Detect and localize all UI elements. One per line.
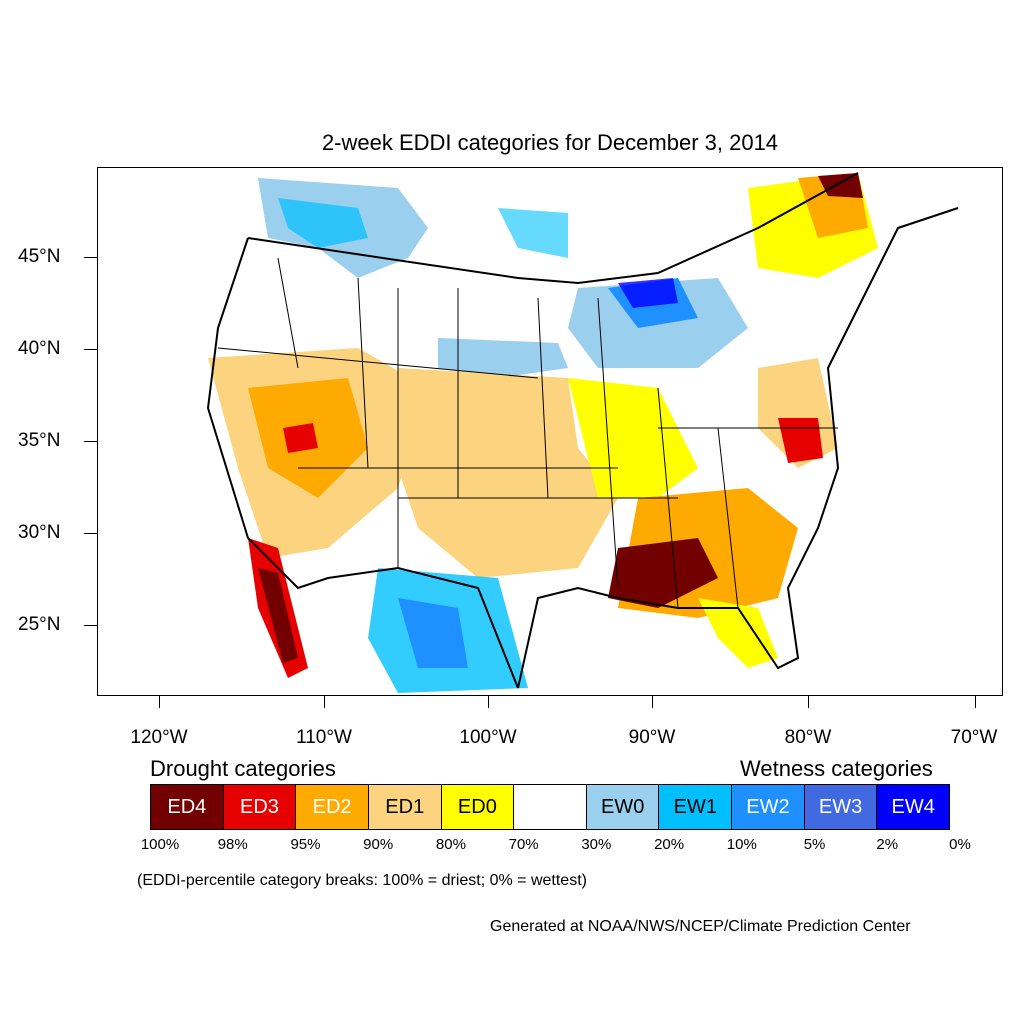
legend-box-ew2: EW2 (732, 785, 805, 829)
legend-box-ed4: ED4 (151, 785, 224, 829)
dry-region-virginia (778, 418, 823, 463)
lon-tick (324, 696, 325, 708)
legend-break-label: 2% (876, 836, 899, 853)
lat-label-40: 40°N (18, 338, 61, 359)
state-boundaries (217, 257, 838, 609)
legend-box-ed0: ED0 (441, 785, 515, 829)
legend-break-label: 30% (581, 836, 612, 853)
legend-box-ed2: ED2 (296, 785, 369, 829)
lat-tick (84, 625, 97, 626)
wet-region-superior (618, 278, 678, 308)
legend-break-label: 10% (726, 836, 757, 853)
legend-box-ed1: ED1 (368, 785, 442, 829)
wet-region-north-central (438, 338, 568, 378)
lat-tick (84, 441, 97, 442)
lat-label-45: 45°N (18, 246, 61, 267)
lon-tick (808, 696, 809, 708)
drought-heading: Drought categories (150, 756, 336, 781)
legend-colorbar: ED4 ED3 ED2 ED1 ED0 EW0 EW1 EW2 EW3 EW4 (150, 784, 950, 830)
legend-break-label: 80% (435, 836, 466, 853)
legend-break-label: 20% (654, 836, 685, 853)
legend-break-label: 98% (217, 836, 248, 853)
lon-tick (488, 696, 489, 708)
dry-region-florida (698, 598, 778, 668)
lat-label-30: 30°N (18, 522, 61, 543)
legend-break-label: 95% (290, 836, 321, 853)
legend-break-label: 100% (140, 836, 180, 853)
dry-region-west-hot (283, 423, 318, 453)
legend-box-ew0: EW0 (586, 785, 660, 829)
legend-box-ew4: EW4 (877, 785, 950, 829)
lon-tick (975, 696, 976, 708)
lon-label-100: 100°W (459, 727, 517, 748)
lon-tick (652, 696, 653, 708)
legend-break-label: 5% (803, 836, 826, 853)
lat-label-35: 35°N (18, 430, 61, 451)
dry-region-southeast-core (608, 538, 718, 608)
dry-region-baja-core (258, 568, 298, 663)
lon-label-70: 70°W (950, 727, 998, 748)
eddi-map-graphic (206, 172, 959, 693)
wet-region-northwest-core (278, 198, 368, 248)
lat-label-25: 25°N (18, 614, 61, 635)
lat-tick (84, 349, 97, 350)
legend-break-label: 0% (949, 836, 971, 853)
dry-region-maine (818, 173, 863, 198)
wet-region-mexico-core (398, 598, 468, 668)
country-outline (206, 172, 959, 689)
lon-label-120: 120°W (130, 727, 188, 748)
lon-tick (159, 696, 160, 708)
legend-break-label: 90% (363, 836, 394, 853)
legend-box-ew3: EW3 (804, 785, 878, 829)
map-panel (97, 167, 1003, 696)
lon-label-80: 80°W (784, 727, 832, 748)
legend-box-ed3: ED3 (223, 785, 297, 829)
legend-box-ew1: EW1 (659, 785, 733, 829)
wet-region-minnesota (498, 208, 568, 258)
wetness-heading: Wetness categories (740, 756, 933, 781)
legend-break-label: 70% (508, 836, 539, 853)
lon-label-110: 110°W (296, 727, 352, 748)
credit-line: Generated at NOAA/NWS/NCEP/Climate Predi… (490, 918, 911, 935)
legend-box-neutral (514, 785, 587, 829)
category-note: (EDDI-percentile category breaks: 100% =… (137, 872, 587, 889)
map-title: 2-week EDDI categories for December 3, 2… (321, 130, 779, 155)
lat-tick (84, 533, 97, 534)
lon-label-90: 90°W (628, 727, 676, 748)
dry-region-plains (398, 368, 618, 578)
lat-tick (84, 257, 97, 258)
